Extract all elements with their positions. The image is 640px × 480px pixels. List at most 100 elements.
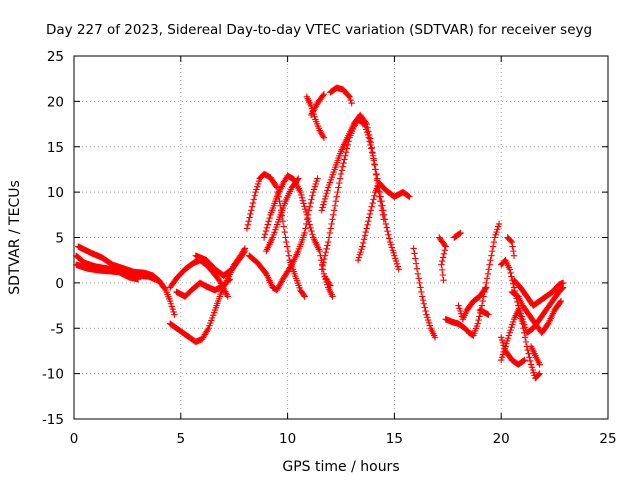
data-point [376, 193, 383, 200]
data-point [326, 229, 334, 237]
data-point [362, 228, 369, 236]
x-tick-label: 15 [386, 431, 403, 447]
data-point [310, 110, 317, 118]
data-point [383, 224, 390, 231]
x-tick-label: 25 [599, 431, 616, 447]
y-tick-label: 10 [47, 185, 64, 201]
data-point [521, 324, 529, 331]
data-point [498, 354, 506, 361]
data-point [431, 334, 439, 341]
data-point [264, 221, 271, 228]
data-point [321, 252, 329, 259]
series-track-2 [75, 243, 167, 291]
data-point [422, 307, 429, 315]
data-point [455, 302, 462, 309]
data-point [393, 260, 401, 268]
data-point [319, 262, 326, 270]
y-tick-label: -5 [51, 321, 64, 337]
data-point [520, 318, 527, 326]
data-point [365, 214, 373, 221]
data-point [368, 144, 375, 151]
x-tick-label: 10 [279, 431, 296, 447]
series-track-17 [354, 179, 413, 264]
series-track-19 [410, 245, 439, 341]
series-track-16 [318, 111, 387, 223]
series-track-24 [476, 306, 492, 318]
data-point [485, 311, 492, 318]
data-point [348, 99, 355, 107]
data-point [482, 285, 489, 292]
data-point [509, 243, 516, 250]
data-point [340, 159, 347, 167]
data-point [488, 252, 495, 259]
series-track-21 [442, 220, 503, 339]
data-point [509, 321, 516, 328]
data-point [439, 257, 446, 265]
data-point [508, 273, 515, 280]
data-point [498, 336, 506, 344]
data-point [260, 234, 268, 241]
series-track-31 [527, 343, 543, 368]
data-point [491, 234, 498, 241]
data-point [319, 133, 327, 140]
data-point [483, 275, 491, 282]
data-point [507, 269, 514, 277]
data-point [240, 249, 248, 256]
y-tick-label: 25 [47, 49, 64, 65]
data-point [438, 266, 446, 274]
data-point [308, 227, 315, 235]
data-point [311, 113, 318, 121]
data-point [332, 198, 340, 205]
data-point [254, 180, 262, 188]
series-track-3 [72, 261, 142, 283]
data-point [386, 238, 394, 246]
data-point [377, 198, 384, 205]
data-point [320, 198, 328, 205]
y-axis-label: SDTVAR / TECUs [7, 180, 23, 295]
data-point [247, 210, 254, 218]
data-point [486, 261, 493, 268]
data-point [297, 188, 304, 196]
data-point [508, 238, 516, 246]
data-point [265, 218, 272, 225]
data-point [319, 204, 326, 211]
data-point [254, 183, 261, 190]
data-point [307, 199, 314, 207]
data-point [339, 163, 346, 170]
data-point [485, 266, 493, 273]
data-point [171, 311, 178, 318]
data-point [335, 184, 342, 191]
data-point [388, 244, 396, 251]
data-point [262, 227, 270, 235]
data-point [249, 199, 257, 207]
data-point [365, 131, 373, 139]
data-point [456, 307, 464, 315]
data-point [169, 305, 176, 313]
data-point [263, 224, 271, 231]
data-point [508, 324, 515, 331]
data-point [419, 296, 427, 304]
x-tick-label: 0 [70, 431, 79, 447]
data-point [526, 354, 533, 361]
series-track-27 [508, 288, 565, 336]
series-track-10 [245, 175, 321, 294]
data-point [251, 192, 258, 199]
data-point [535, 371, 542, 378]
data-point [442, 243, 449, 250]
data-point [370, 196, 377, 203]
data-point [368, 203, 375, 210]
series-track-7 [192, 247, 249, 279]
y-tick-labels: -15 -10 -5 0 5 10 15 20 25 [42, 49, 64, 428]
data-point [320, 134, 328, 141]
data-point [255, 178, 263, 185]
data-point [328, 220, 335, 228]
data-point [302, 225, 309, 232]
data-point [536, 361, 543, 368]
data-point [421, 304, 428, 311]
data-point [306, 221, 313, 228]
series-track-5 [166, 256, 231, 300]
data-point [505, 332, 513, 339]
data-point [326, 280, 333, 288]
data-point [329, 216, 336, 223]
data-point [495, 220, 503, 228]
